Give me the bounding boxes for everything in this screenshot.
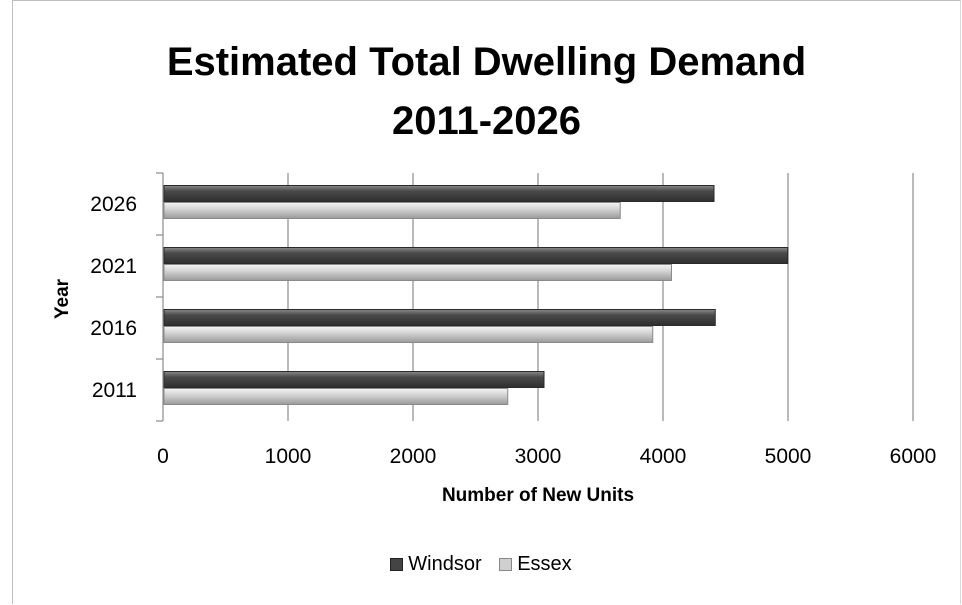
chart-title: Estimated Total Dwelling Demand <box>166 40 807 84</box>
bar-windsor-2011 <box>163 371 545 388</box>
x-tick-label: 3000 <box>515 445 562 468</box>
x-tick-label: 2000 <box>390 445 437 468</box>
legend-label-windsor: Windsor <box>408 553 482 575</box>
x-tick-label: 1000 <box>265 445 312 468</box>
x-tick-label: 4000 <box>640 445 687 468</box>
bar-windsor-2026 <box>163 185 715 202</box>
x-tick-label: 5000 <box>765 445 812 468</box>
legend-item-windsor: Windsor <box>390 553 482 576</box>
bar-windsor-2016 <box>163 309 716 326</box>
bar-windsor-2021 <box>163 247 789 264</box>
legend-swatch-windsor <box>390 558 404 571</box>
x-tick-label: 0 <box>157 445 169 468</box>
y-axis-title: Year <box>52 278 73 319</box>
chart-subtitle: 2011-2026 <box>391 99 582 143</box>
x-axis-title: Number of New Units <box>442 485 634 506</box>
chart-frame <box>12 0 961 604</box>
bar-essex-2021 <box>163 264 672 281</box>
y-tick-label: 2016 <box>90 317 137 340</box>
legend-item-essex: Essex <box>499 553 572 576</box>
legend-swatch-essex <box>499 558 513 571</box>
y-tick-label: 2026 <box>90 193 137 216</box>
legend-label-essex: Essex <box>517 553 572 575</box>
y-tick-label: 2021 <box>90 255 137 278</box>
bar-essex-2026 <box>163 202 621 219</box>
x-tick-label: 6000 <box>890 445 937 468</box>
y-tick-label: 2011 <box>92 379 137 402</box>
bar-essex-2011 <box>163 388 509 405</box>
bar-essex-2016 <box>163 326 654 343</box>
legend: Windsor Essex <box>0 553 962 577</box>
